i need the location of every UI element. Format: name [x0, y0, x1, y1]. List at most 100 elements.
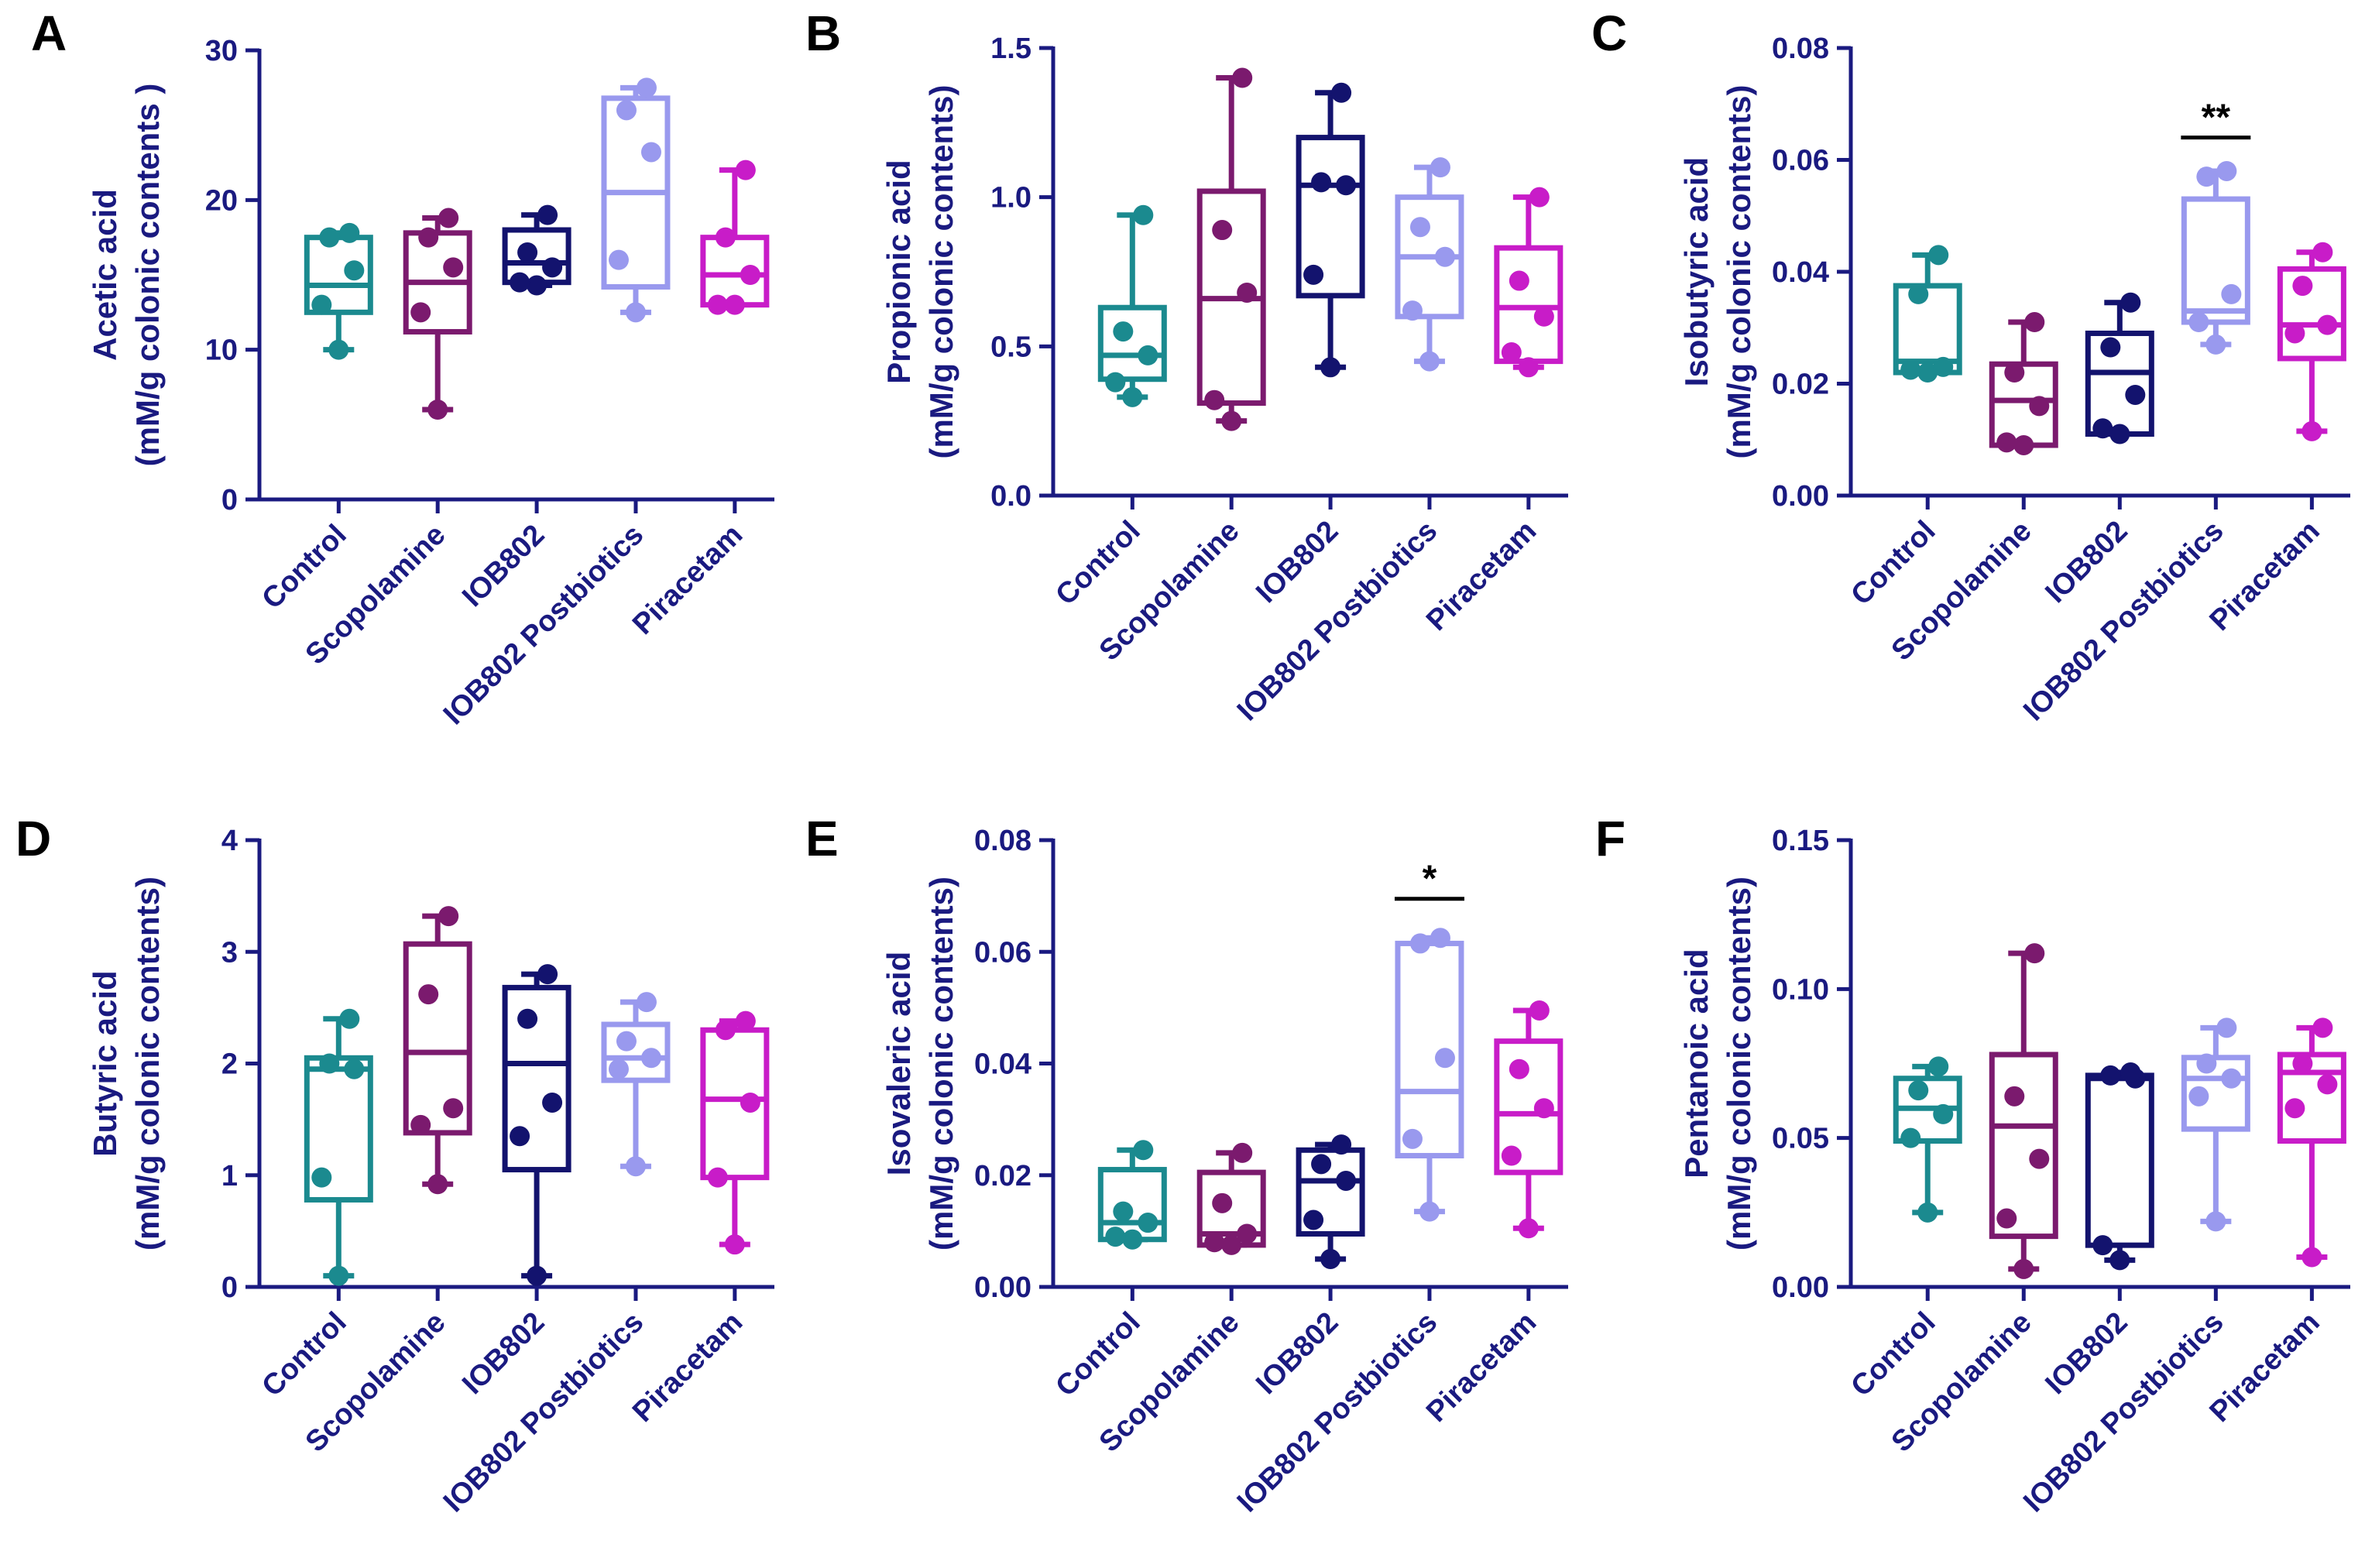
y-tick-label: 0: [221, 1271, 238, 1304]
data-point: [527, 275, 547, 296]
y-axis-subtitle: (mM/g colonic contents): [129, 877, 166, 1251]
x-category-label: IOB802: [1250, 1306, 1344, 1401]
data-point: [527, 1265, 547, 1286]
data-point: [1138, 345, 1158, 365]
data-point: [640, 1048, 661, 1069]
data-point: [1336, 175, 1357, 196]
data-point: [735, 160, 756, 180]
x-category-label: IOB802: [1250, 515, 1344, 609]
data-point: [2120, 292, 2141, 313]
y-tick-label: 0.00: [1772, 480, 1829, 513]
data-point: [2024, 312, 2045, 333]
y-tick-label: 0.0: [990, 480, 1031, 513]
data-point: [1221, 410, 1242, 431]
data-point: [2216, 160, 2237, 181]
y-tick-label: 0.00: [1772, 1271, 1829, 1304]
x-category-label: IOB802 Postbiotics: [438, 519, 650, 732]
y-tick-label: 0.02: [974, 1160, 1031, 1192]
x-category-label: Control: [256, 519, 352, 616]
data-point: [2120, 1062, 2141, 1083]
data-point: [1204, 389, 1225, 410]
data-point: [2216, 1017, 2237, 1038]
data-point: [1237, 282, 1258, 303]
box-control: [1097, 1140, 1167, 1250]
panel-c: C 0.00 0.02 0.04 0.06 0.08 Isobutyric acid (mM/…: [1591, 5, 2350, 727]
box-piracetam: [1494, 187, 1564, 378]
box-iob802-postbiotics: [601, 992, 671, 1177]
y-tick-label: 0.06: [974, 936, 1031, 969]
data-point: [339, 1008, 360, 1029]
data-point: [2301, 1247, 2322, 1268]
box-iqr: [2181, 1055, 2250, 1132]
data-point: [2100, 337, 2121, 358]
box-scopolamine: [1989, 312, 2058, 455]
x-category-label: Control: [1845, 515, 1941, 612]
box-control: [1893, 245, 1962, 383]
data-point: [1113, 321, 1134, 342]
data-point: [2301, 420, 2322, 441]
data-point: [2317, 314, 2338, 335]
data-point: [715, 227, 736, 248]
data-point: [1501, 1145, 1522, 1166]
data-point: [1212, 220, 1233, 241]
data-point: [319, 1053, 340, 1074]
y-tick-label: 0.06: [1772, 145, 1829, 177]
x-category-label: Control: [1049, 1306, 1146, 1403]
data-point: [1409, 933, 1430, 954]
box-iob802-postbiotics: [1395, 157, 1464, 372]
data-point: [616, 100, 637, 121]
y-tick-label: 0.5: [990, 331, 1031, 363]
data-point: [2188, 1086, 2209, 1107]
y-tick-label: 0.04: [1772, 256, 1829, 289]
x-category-label: IOB802: [456, 1306, 551, 1401]
data-point: [2013, 434, 2034, 455]
data-point: [640, 142, 661, 163]
data-point: [510, 1126, 530, 1147]
data-point: [625, 302, 646, 323]
x-category-label: IOB802: [2039, 1306, 2133, 1401]
y-tick-label: 0.04: [974, 1048, 1031, 1081]
data-point: [1320, 1248, 1341, 1269]
data-point: [1122, 386, 1143, 407]
data-point: [1204, 1232, 1225, 1253]
data-point: [418, 227, 439, 248]
box-iqr: [2277, 1052, 2346, 1144]
y-tick-label: 10: [205, 335, 238, 367]
data-point: [1336, 1170, 1357, 1191]
y-tick-label: 0.05: [1772, 1123, 1829, 1155]
data-point: [1928, 245, 1949, 266]
significance-label: **: [2202, 98, 2231, 139]
y-axis-title: Pentanoic acid: [1678, 949, 1715, 1178]
x-category-label: IOB802: [2039, 515, 2133, 609]
data-point: [410, 1114, 431, 1135]
y-tick-label: 0.08: [1772, 33, 1829, 65]
data-point: [1311, 1154, 1332, 1175]
y-tick-label: 0.02: [1772, 369, 1829, 401]
y-axis-subtitle: (mM/g colonic contents ): [129, 84, 166, 467]
data-point: [542, 257, 563, 278]
data-point: [1303, 1209, 1324, 1230]
data-point: [1430, 157, 1450, 178]
box-piracetam: [2277, 242, 2346, 441]
data-point: [740, 265, 760, 285]
data-point: [427, 1174, 448, 1195]
panel-letter: E: [805, 811, 839, 866]
x-category-label: Control: [256, 1306, 352, 1403]
data-point: [2004, 1086, 2025, 1107]
data-point: [608, 249, 629, 270]
panel-letter: F: [1595, 811, 1625, 866]
x-category-label: IOB802 Postbiotics: [1231, 515, 1444, 728]
y-tick-label: 20: [205, 184, 238, 217]
y-tick-label: 0.15: [1772, 825, 1829, 857]
data-point: [1917, 362, 1938, 383]
panel-letter: D: [15, 811, 51, 866]
data-point: [2024, 943, 2045, 964]
y-tick-label: 0.08: [974, 825, 1031, 857]
data-point: [2221, 1068, 2242, 1089]
box-iob802: [502, 964, 572, 1286]
data-point: [715, 1020, 736, 1041]
data-point: [740, 1092, 760, 1113]
data-point: [2205, 1211, 2226, 1232]
data-point: [311, 294, 332, 315]
data-point: [1221, 1234, 1242, 1255]
